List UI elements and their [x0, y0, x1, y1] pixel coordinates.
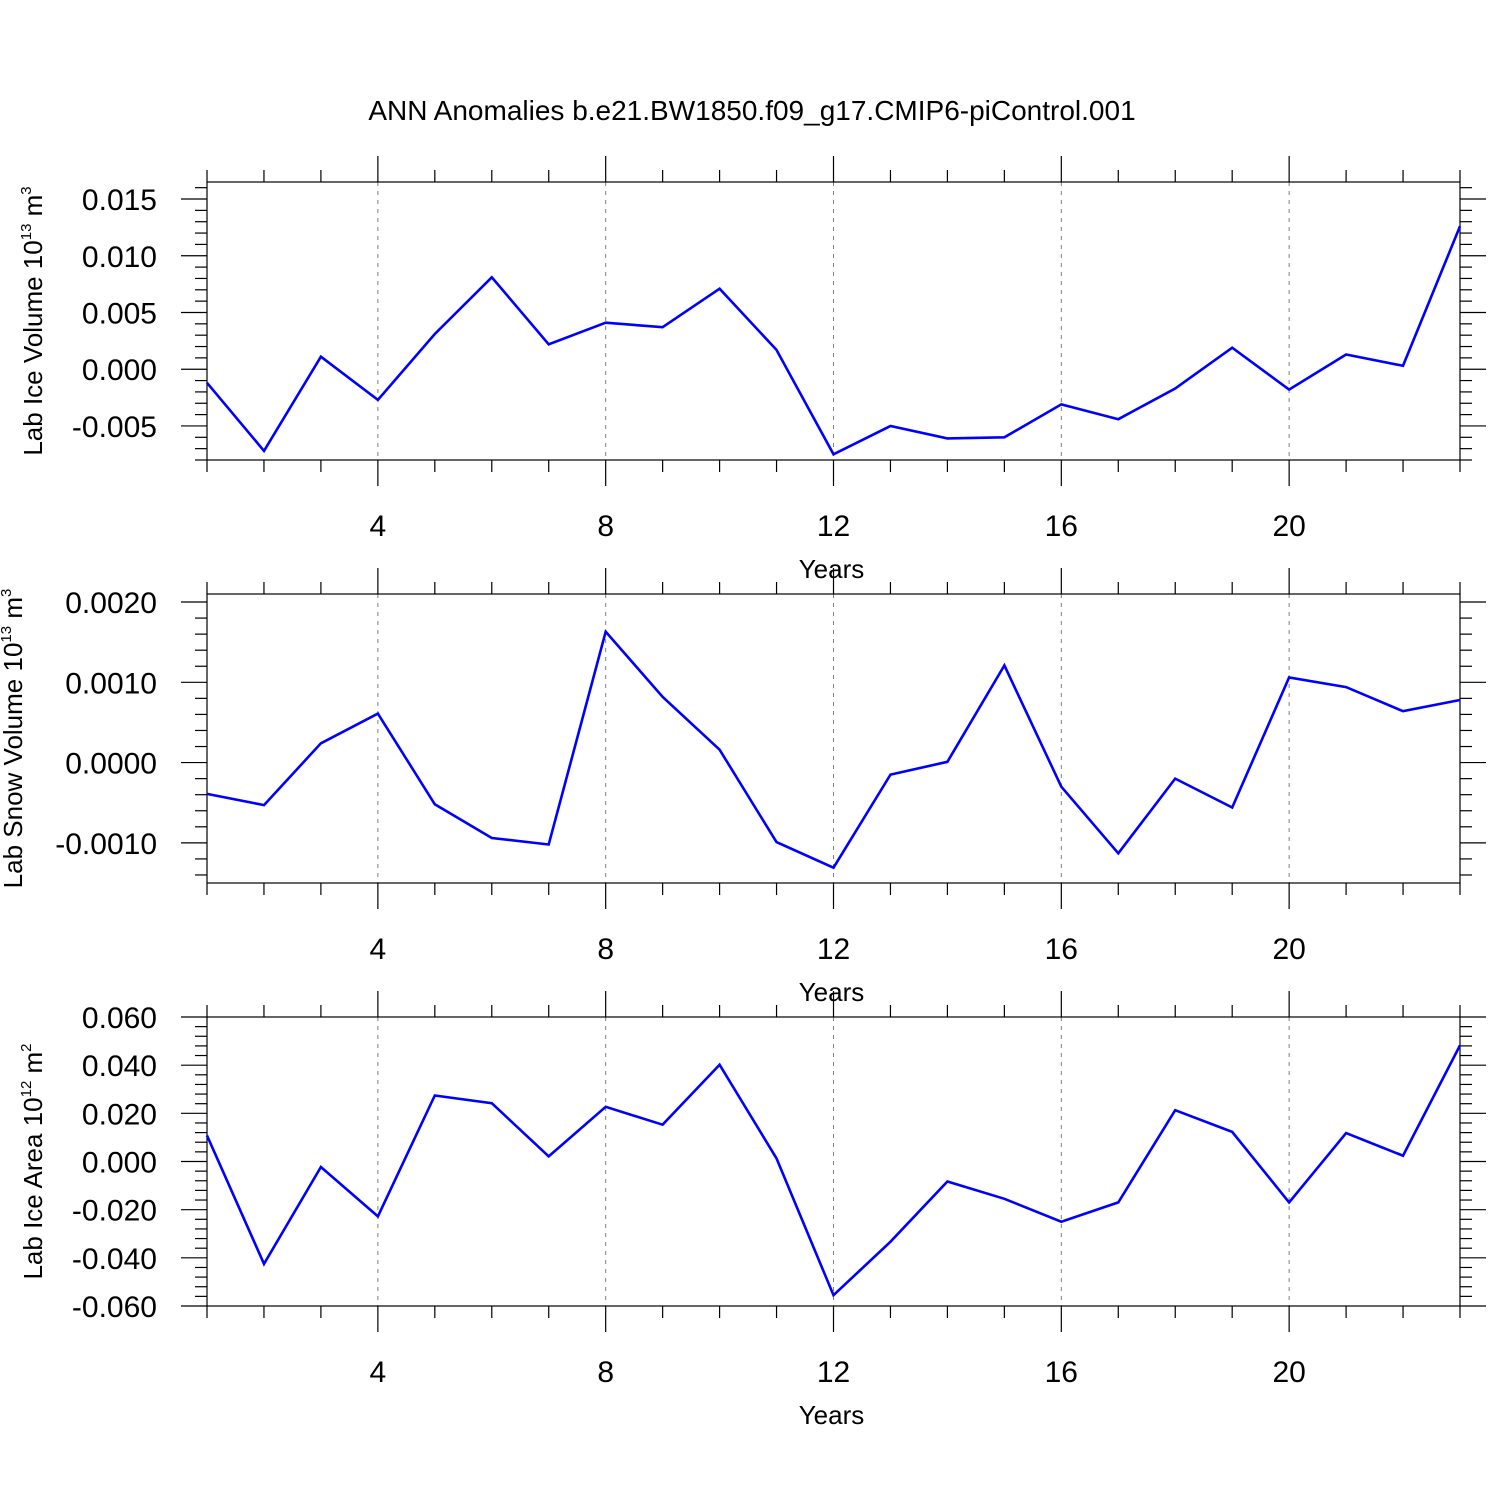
y-tick-label: -0.0010	[55, 828, 157, 861]
x-tick-label: 20	[1272, 510, 1305, 543]
figure-title: ANN Anomalies b.e21.BW1850.f09_g17.CMIP6…	[368, 95, 1135, 126]
y-axis-title-text: m	[0, 597, 28, 626]
x-axis-title: Years	[799, 1400, 865, 1430]
y-axis-title: Lab Ice Area 1012 m2	[18, 1043, 48, 1279]
y-axis-title-text: Lab Ice Volume 10	[18, 240, 48, 455]
x-tick-label: 16	[1045, 1356, 1078, 1389]
y-axis-title-text: m	[18, 195, 48, 224]
panels-container: -0.005 0.000 0.005 0.010 0.015 4 8 12 16 20 Years L…	[0, 156, 1486, 1430]
x-tick-label: 20	[1272, 933, 1305, 966]
y-tick-label: 0.0000	[65, 748, 157, 781]
panel-3: -0.060 -0.040 -0.020 0.000 0.020 0.040 0.060 4 8…	[18, 991, 1486, 1430]
y-axis-title-superscript: 3	[18, 186, 35, 194]
panel-1: -0.005 0.000 0.005 0.010 0.015 4 8 12 16 20 Years L…	[18, 156, 1486, 584]
y-tick-label: 0.005	[82, 297, 157, 330]
y-axis-title-text: Lab Snow Volume 10	[0, 643, 28, 889]
x-tick-label: 8	[597, 1356, 614, 1389]
y-axis-title-superscript: 13	[18, 224, 35, 241]
y-tick-label: 0.0020	[65, 587, 157, 620]
x-tick-label: 4	[370, 933, 387, 966]
y-tick-label: 0.040	[82, 1050, 157, 1083]
x-tick-label: 4	[370, 1356, 387, 1389]
x-tick-label: 12	[817, 933, 850, 966]
x-tick-label: 8	[597, 510, 614, 543]
x-tick-label: 16	[1045, 933, 1078, 966]
y-tick-label: -0.040	[72, 1243, 157, 1276]
y-tick-label: 0.010	[82, 241, 157, 274]
x-tick-label: 12	[817, 1356, 850, 1389]
y-tick-label: 0.015	[82, 184, 157, 217]
y-tick-label: -0.060	[72, 1291, 157, 1324]
y-tick-label: 0.000	[82, 354, 157, 387]
x-tick-label: 20	[1272, 1356, 1305, 1389]
y-tick-label: 0.020	[82, 1098, 157, 1131]
y-axis-title-superscript: 3	[0, 589, 15, 597]
y-tick-label: -0.005	[72, 411, 157, 444]
y-axis-title: Lab Ice Volume 1013 m3	[18, 186, 48, 455]
y-tick-label: -0.020	[72, 1195, 157, 1228]
x-tick-label: 4	[370, 510, 387, 543]
y-tick-label: 0.060	[82, 1002, 157, 1035]
y-tick-label: 0.000	[82, 1147, 157, 1180]
y-axis-title-text: m	[18, 1052, 48, 1081]
y-axis-title-superscript: 12	[18, 1081, 35, 1098]
x-tick-label: 16	[1045, 510, 1078, 543]
y-axis-title-superscript: 13	[0, 626, 15, 643]
panel-2: -0.0010 0.0000 0.0010 0.0020 4 8 12 16 20 Years La…	[0, 568, 1486, 1007]
y-axis-title: Lab Snow Volume 1013 m3	[0, 589, 28, 889]
y-axis-title-text: Lab Ice Area 10	[18, 1097, 48, 1279]
x-axis-title: Years	[799, 554, 865, 584]
x-tick-label: 8	[597, 933, 614, 966]
x-axis-title: Years	[799, 977, 865, 1007]
y-axis-title-superscript: 2	[18, 1043, 35, 1051]
x-tick-label: 12	[817, 510, 850, 543]
y-tick-label: 0.0010	[65, 667, 157, 700]
